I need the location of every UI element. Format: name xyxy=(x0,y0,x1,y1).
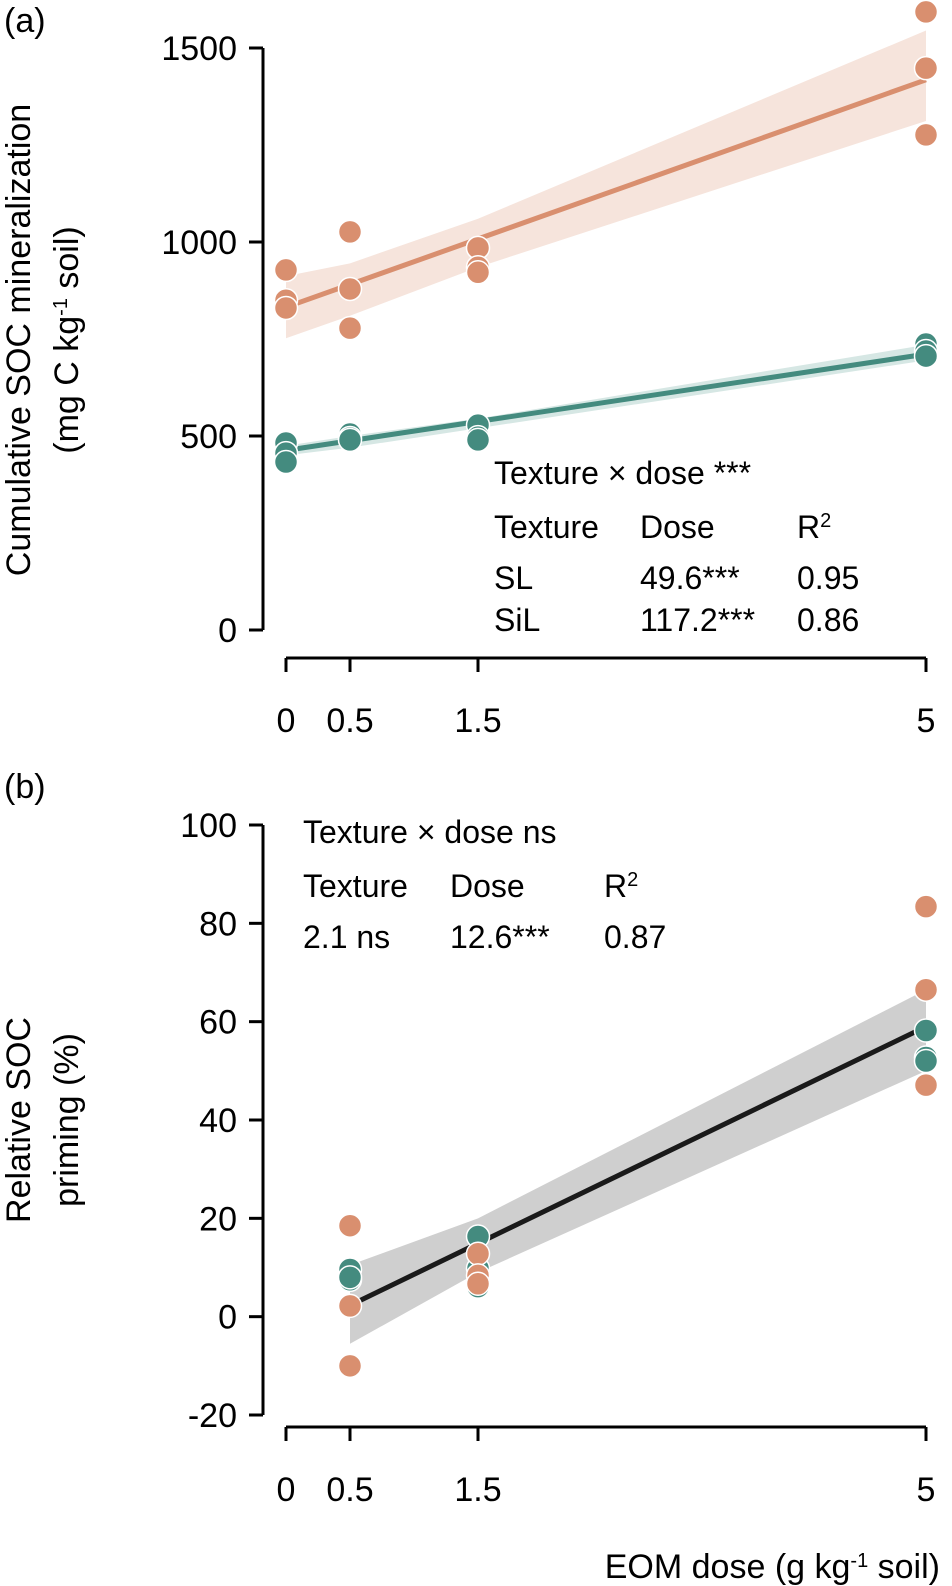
panel-a-header-dose: Dose xyxy=(640,509,715,545)
x-tick-label: 0.5 xyxy=(326,1471,373,1509)
x-tick-label: 5 xyxy=(917,1471,936,1509)
panel-a-row-sil-texture: SiL xyxy=(494,602,540,638)
fit-line-sl xyxy=(285,351,927,453)
y-tick-label: 0 xyxy=(218,612,237,650)
data-point-sil xyxy=(337,1213,363,1238)
data-point-sil xyxy=(913,122,939,148)
data-point-sil xyxy=(913,0,939,25)
panel-b-value-dose: 12.6*** xyxy=(450,919,550,955)
panel-b-header-dose: Dose xyxy=(450,868,525,904)
panel-a-annotation: Texture × dose *** Texture Dose R2 SL 49… xyxy=(494,455,859,638)
panel-a-label: (a) xyxy=(4,2,46,40)
data-point-sil xyxy=(465,260,491,285)
data-point-sil xyxy=(913,977,939,1002)
panel-a: (a) 0 500 1000 1500 0 0.5 1.5 5 Cumulative SOC… xyxy=(0,0,939,740)
data-point-sil xyxy=(337,219,363,245)
panel-a-y-axis: 0 500 1000 1500 xyxy=(161,30,265,650)
data-point-sl xyxy=(337,1265,363,1290)
panel-b: (b) -20 0 20 40 60 80 100 0 0.5 1.5 5 Relative SO… xyxy=(0,768,940,1586)
panel-a-row-sl-dose: 49.6*** xyxy=(640,560,740,596)
data-point-sil xyxy=(273,257,299,283)
data-point-sil xyxy=(913,55,939,81)
y-tick-label: 60 xyxy=(199,1004,237,1042)
y-tick-label: 20 xyxy=(199,1200,237,1238)
y-tick-label: 100 xyxy=(180,807,237,845)
y-tick-label: 80 xyxy=(199,905,237,943)
fit-line-sil xyxy=(285,77,927,310)
data-point-sl xyxy=(273,449,299,475)
data-point-sil xyxy=(337,1353,363,1379)
panel-a-row-sl-texture: SL xyxy=(494,560,533,596)
x-tick-label: 0 xyxy=(277,1471,296,1509)
panel-b-annotation: Texture × dose ns Texture Dose R2 2.1 ns… xyxy=(303,814,666,955)
panel-a-points xyxy=(273,0,939,475)
x-tick-label: 1.5 xyxy=(454,1471,501,1509)
data-point-sil xyxy=(465,1271,491,1296)
data-point-sl xyxy=(913,1018,939,1043)
fit-line-pooled xyxy=(348,1024,928,1308)
panel-b-value-r2: 0.87 xyxy=(604,919,666,955)
data-point-sil xyxy=(913,1072,939,1098)
panel-a-header-texture: Texture xyxy=(494,509,599,545)
data-point-sil xyxy=(913,894,939,919)
panel-b-header-r2: R2 xyxy=(604,868,638,904)
confidence-band-sil xyxy=(286,30,926,339)
panel-a-y-axis-title-line2: (mg C kg-1 soil) xyxy=(48,226,86,454)
x-tick-label: 1.5 xyxy=(454,702,501,740)
panel-a-row-sil-dose: 117.2*** xyxy=(640,602,755,638)
data-point-sil xyxy=(337,276,363,302)
panel-a-confidence-bands xyxy=(286,30,926,456)
panel-a-header-r2: R2 xyxy=(797,509,831,545)
panel-b-points xyxy=(337,894,939,1379)
y-tick-label: 500 xyxy=(180,418,237,456)
panel-b-y-axis-title-line2: priming (%) xyxy=(48,1033,86,1207)
panel-b-interaction-text: Texture × dose ns xyxy=(303,814,556,850)
panel-a-x-axis: 0 0.5 1.5 5 xyxy=(277,656,936,740)
panel-b-header-texture: Texture xyxy=(303,868,408,904)
data-point-sil xyxy=(337,315,363,341)
data-point-sl xyxy=(913,343,939,369)
panel-a-row-sl-r2: 0.95 xyxy=(797,560,859,596)
panel-a-row-sil-r2: 0.86 xyxy=(797,602,859,638)
data-point-sl xyxy=(337,427,363,453)
data-point-sil xyxy=(273,295,299,321)
x-tick-label: 0 xyxy=(277,702,296,740)
y-tick-label: -20 xyxy=(188,1397,237,1435)
panel-a-y-axis-title-line1: Cumulative SOC mineralization xyxy=(0,104,38,576)
y-tick-label: 1000 xyxy=(161,224,237,262)
panel-a-interaction-text: Texture × dose *** xyxy=(494,455,751,491)
x-tick-label: 5 xyxy=(917,702,936,740)
panel-b-y-axis: -20 0 20 40 60 80 100 xyxy=(180,807,265,1435)
panel-b-x-axis: 0 0.5 1.5 5 xyxy=(277,1425,936,1509)
panel-b-label: (b) xyxy=(4,768,46,806)
panel-b-y-axis-title-line1: Relative SOC xyxy=(0,1017,38,1223)
panel-a-fit-lines xyxy=(285,77,927,453)
data-point-sil xyxy=(337,1293,363,1319)
data-point-sil xyxy=(465,1241,491,1266)
panel-b-fit-line xyxy=(348,1024,928,1308)
x-tick-label: 0.5 xyxy=(326,702,373,740)
y-tick-label: 40 xyxy=(199,1102,237,1140)
panel-b-value-texture: 2.1 ns xyxy=(303,919,390,955)
x-axis-title: EOM dose (g kg-1 soil) xyxy=(605,1548,940,1586)
y-tick-label: 0 xyxy=(218,1299,237,1337)
data-point-sl xyxy=(913,1048,939,1074)
y-tick-label: 1500 xyxy=(161,30,237,68)
data-point-sl xyxy=(465,427,491,453)
